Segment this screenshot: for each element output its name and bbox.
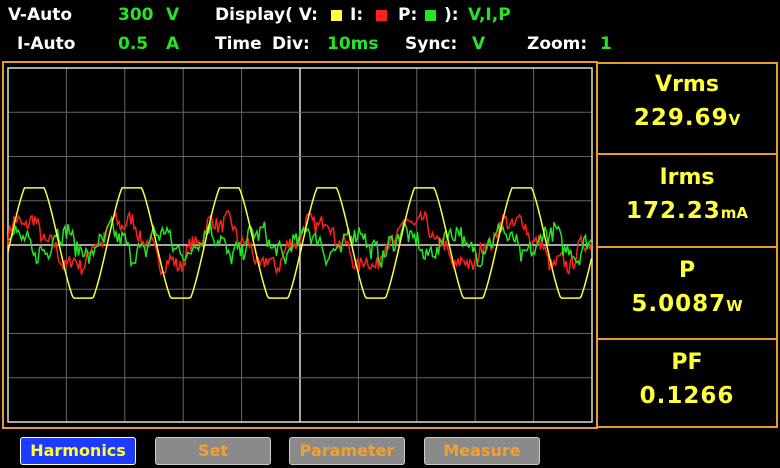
swatch — [331, 10, 342, 21]
grid — [8, 68, 592, 422]
measurement-label: Irms — [659, 165, 715, 190]
unit: V — [166, 5, 180, 25]
value: 300 — [118, 5, 154, 25]
swatch — [425, 10, 436, 21]
swatch — [376, 10, 387, 21]
label: I: — [350, 5, 364, 25]
label: Sync: — [405, 34, 458, 54]
grid-border — [7, 67, 593, 423]
label: Time — [215, 34, 262, 54]
measurement-panel: P 5.0087W — [598, 248, 776, 340]
scope — [2, 61, 598, 429]
voltage-trace — [7, 187, 593, 299]
measurement-label: PF — [671, 350, 703, 375]
label: Display( V: — [215, 5, 318, 25]
panel-frame — [597, 62, 778, 428]
measurement-number: 5.0087 — [631, 291, 727, 317]
softkey-button[interactable]: Harmonics — [20, 437, 136, 465]
label: P: — [398, 5, 418, 25]
measurement-label: Vrms — [655, 72, 719, 97]
softkey-button[interactable]: Parameter — [289, 437, 405, 465]
value: V — [472, 34, 486, 54]
label: Zoom: — [527, 34, 588, 54]
power-trace — [7, 214, 593, 268]
softkey-button[interactable]: Measure — [424, 437, 540, 465]
measurement-unit: V — [728, 111, 741, 129]
label: Div: — [272, 34, 310, 54]
value: 10ms — [327, 34, 379, 54]
softkey-button[interactable]: Set — [155, 437, 271, 465]
label: V-Auto — [8, 5, 73, 25]
measurement-value: 172.23mA — [598, 198, 776, 224]
measurement-value: 0.1266 — [598, 383, 776, 409]
measurement-number: 172.23 — [625, 198, 721, 224]
label: I-Auto — [17, 34, 76, 54]
label: ): — [444, 5, 459, 25]
value: 0.5 — [118, 34, 149, 54]
measurement-value: 5.0087W — [598, 291, 776, 317]
measurement-panel: Vrms 229.69V — [598, 62, 776, 155]
unit: A — [166, 34, 180, 54]
measurement-value: 229.69V — [598, 105, 776, 131]
scope-frame — [2, 61, 598, 429]
measurement-number: 229.69 — [633, 105, 729, 131]
measurement-unit: W — [726, 297, 743, 315]
measurement-unit: mA — [720, 204, 748, 222]
measurement-panel: PF 0.1266 — [598, 340, 776, 426]
measurement-number: 0.1266 — [639, 383, 735, 409]
value: 1 — [600, 34, 612, 54]
value: V,I,P — [468, 5, 511, 25]
traces — [7, 187, 593, 299]
measurement-panel: Irms 172.23mA — [598, 155, 776, 248]
measurement-label: P — [678, 258, 696, 283]
